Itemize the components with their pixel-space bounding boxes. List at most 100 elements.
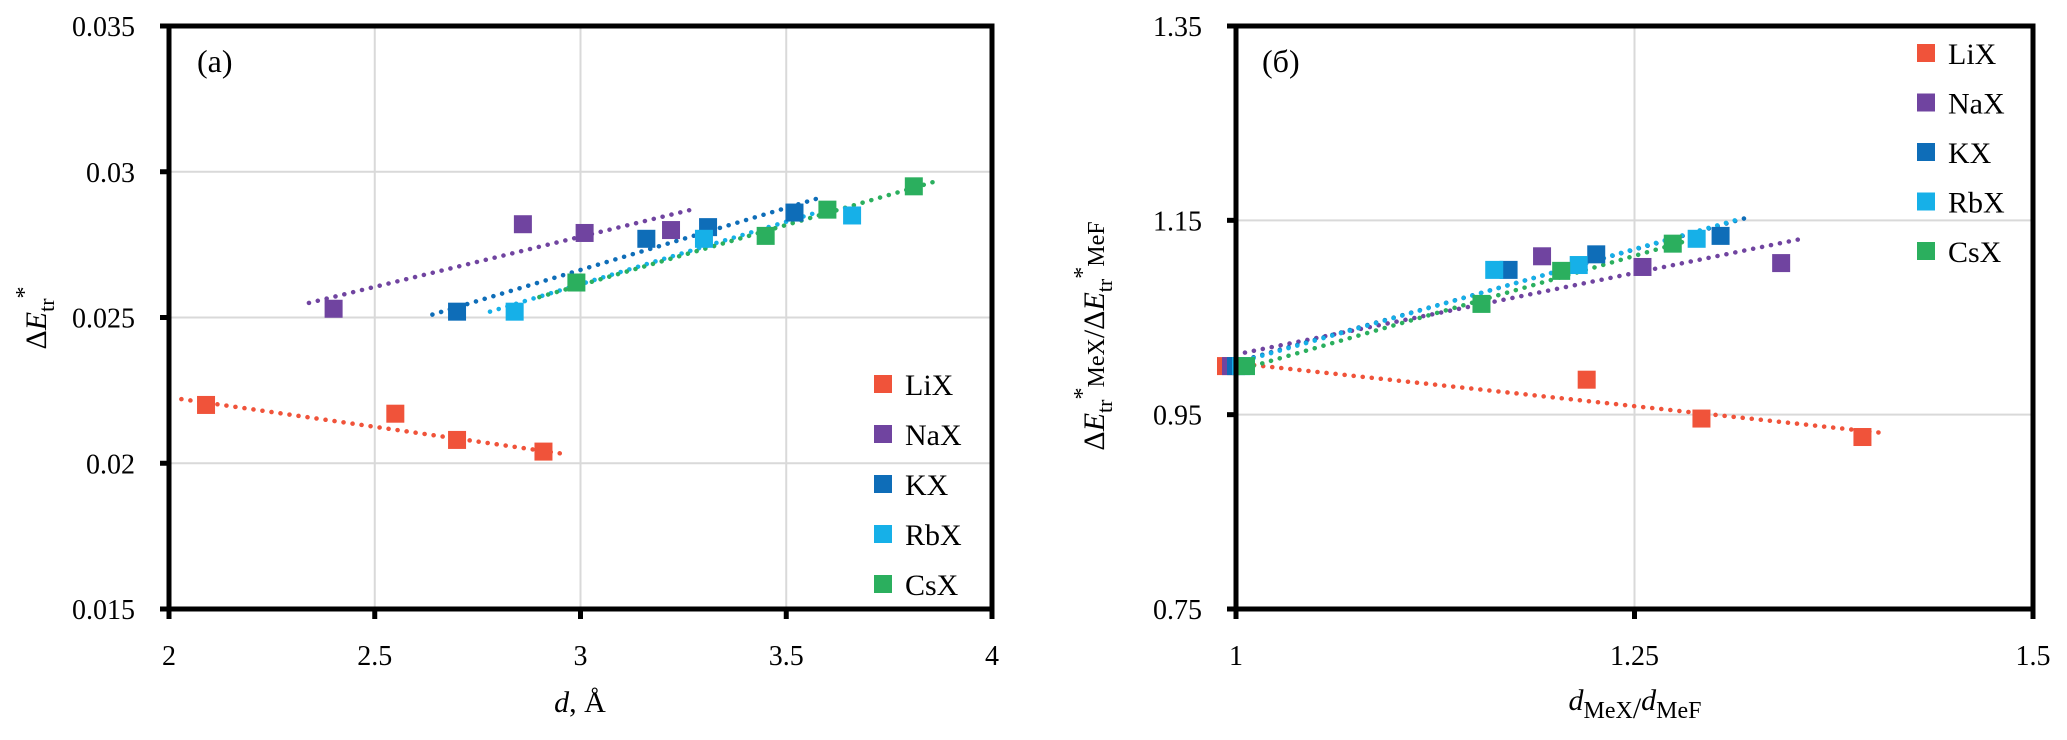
legend-swatch: [1917, 93, 1935, 112]
point-lix: [1692, 409, 1711, 428]
point-lix: [1577, 370, 1596, 389]
legend: LiX NaX KX RbX CsX: [874, 369, 962, 602]
y-axis-label-slash: /: [1078, 329, 1111, 338]
point-nax: [662, 221, 681, 240]
trendline-csx: [1233, 237, 1693, 374]
x-axis-label-sub2: MeF: [1656, 698, 1701, 724]
point-rbx: [694, 229, 713, 248]
legend-label: KX: [1948, 137, 1992, 170]
point-rbx: [505, 302, 524, 321]
x-axis-label-rest: , Å: [569, 686, 606, 719]
data-points: [197, 177, 923, 461]
point-kx: [1711, 226, 1730, 245]
x-tick-labels: 1 1.25 1.5: [1229, 641, 2051, 672]
trendline-rbx: [1233, 218, 1738, 366]
point-lix: [448, 430, 467, 449]
legend-swatch: [874, 375, 892, 393]
point-lix: [534, 442, 553, 461]
legend-item-kx: KX: [1917, 137, 1992, 170]
y-axis-label-delta: Δ: [20, 330, 53, 349]
x-axis-label-slash: /: [1633, 692, 1642, 725]
chart-panel-a: 0.015 0.02 0.025 0.03 0.035 2 2.5 3 3.5 4 (a) ΔE…: [12, 12, 999, 719]
y-tick-label: 0.03: [86, 158, 135, 189]
y-tick-label: 0.015: [72, 595, 135, 626]
legend: LiX NaX KX RbX CsX: [1917, 38, 2005, 269]
y-tick-label: 1.15: [1153, 206, 1202, 237]
point-nax: [513, 215, 532, 234]
x-tick-label: 1.5: [2016, 641, 2051, 672]
y-axis-label-var: E: [1078, 413, 1111, 432]
y-axis-label: ΔEtr*: [12, 286, 59, 349]
x-tick-label: 1: [1229, 641, 1243, 672]
legend-item-nax: NaX: [1917, 88, 2005, 121]
x-axis-label-var2: d: [1641, 684, 1657, 717]
y-tick-label: 0.75: [1153, 595, 1202, 626]
legend-label: NaX: [1948, 88, 2005, 121]
legend-swatch: [1917, 242, 1935, 260]
trendlines: [179, 178, 941, 457]
point-nax: [575, 223, 594, 242]
legend-swatch: [874, 425, 892, 443]
y-axis-label: ΔEtr*MeX/ΔEtr*MeF: [1070, 221, 1117, 450]
point-rbx: [843, 206, 862, 225]
y-axis-label-delta: Δ: [1078, 431, 1111, 450]
point-nax: [1633, 257, 1652, 276]
point-csx: [1552, 261, 1571, 280]
point-rbx: [1569, 256, 1588, 275]
y-tick-label: 1.35: [1153, 12, 1202, 43]
legend-item-kx: KX: [874, 469, 949, 502]
point-rbx: [1485, 260, 1504, 279]
y-axis-label-sup: *: [1070, 388, 1096, 400]
point-kx: [785, 203, 804, 222]
x-tick-label: 3: [574, 641, 588, 672]
point-csx: [1472, 294, 1491, 313]
trendline-nax: [1233, 236, 1805, 357]
y-axis-label-sup: *: [12, 286, 38, 298]
x-axis-label: dMeX/dMeF: [1568, 684, 1701, 725]
y-axis-label-delta-den: Δ: [1078, 311, 1111, 330]
point-nax: [1772, 254, 1791, 273]
y-axis-label-sup-den: *: [1070, 267, 1096, 279]
legend-label: RbX: [1948, 187, 2005, 220]
legend-label: CsX: [1948, 236, 2002, 269]
y-axis-label-sub: tr: [34, 298, 59, 312]
legend-label: NaX: [905, 419, 962, 452]
point-kx: [448, 302, 467, 321]
point-csx: [567, 273, 586, 292]
legend-item-lix: LiX: [1917, 38, 1997, 71]
point-lix: [197, 395, 216, 414]
point-csx: [904, 177, 923, 196]
panel-label: (б): [1262, 43, 1300, 79]
y-tick-label: 0.95: [1153, 401, 1202, 432]
legend-swatch: [874, 475, 892, 493]
y-tick-label: 0.025: [72, 304, 135, 335]
point-nax: [324, 299, 343, 318]
y-tick-label: 0.035: [72, 12, 135, 43]
gridlines: [1236, 26, 2033, 609]
legend-swatch: [1917, 143, 1935, 161]
y-tick-labels: 0.75 0.95 1.15 1.35: [1153, 12, 1202, 626]
legend-label: LiX: [1948, 38, 1997, 71]
point-lix: [386, 404, 405, 423]
trendline-lix: [179, 396, 571, 457]
x-axis-label-var1: d: [1568, 684, 1584, 717]
point-kx: [1499, 260, 1518, 279]
legend-item-lix: LiX: [874, 369, 954, 402]
axis-ticks: [1227, 23, 2036, 619]
legend-item-csx: CsX: [874, 569, 959, 602]
legend-label: CsX: [905, 569, 959, 602]
gridlines: [169, 26, 992, 609]
y-axis-label-sub: tr: [1092, 399, 1117, 413]
trendlines: [1233, 216, 1888, 436]
x-tick-label: 2.5: [357, 641, 392, 672]
trendline-nax: [306, 207, 694, 306]
legend-swatch: [874, 575, 892, 593]
chart-panel-b: 0.750.951.151.35 1 1.25 1.5 (б) ΔEtr*MeX/Δ…: [1070, 12, 2051, 725]
point-nax: [1533, 247, 1552, 266]
trendline-csx: [537, 178, 941, 300]
y-tick-labels: 0.015 0.02 0.025 0.03 0.035: [72, 12, 135, 626]
point-csx: [1237, 357, 1255, 376]
legend-swatch: [1917, 192, 1935, 211]
y-axis-label-sub-num: MeX: [1084, 338, 1110, 387]
point-csx: [1663, 234, 1682, 253]
